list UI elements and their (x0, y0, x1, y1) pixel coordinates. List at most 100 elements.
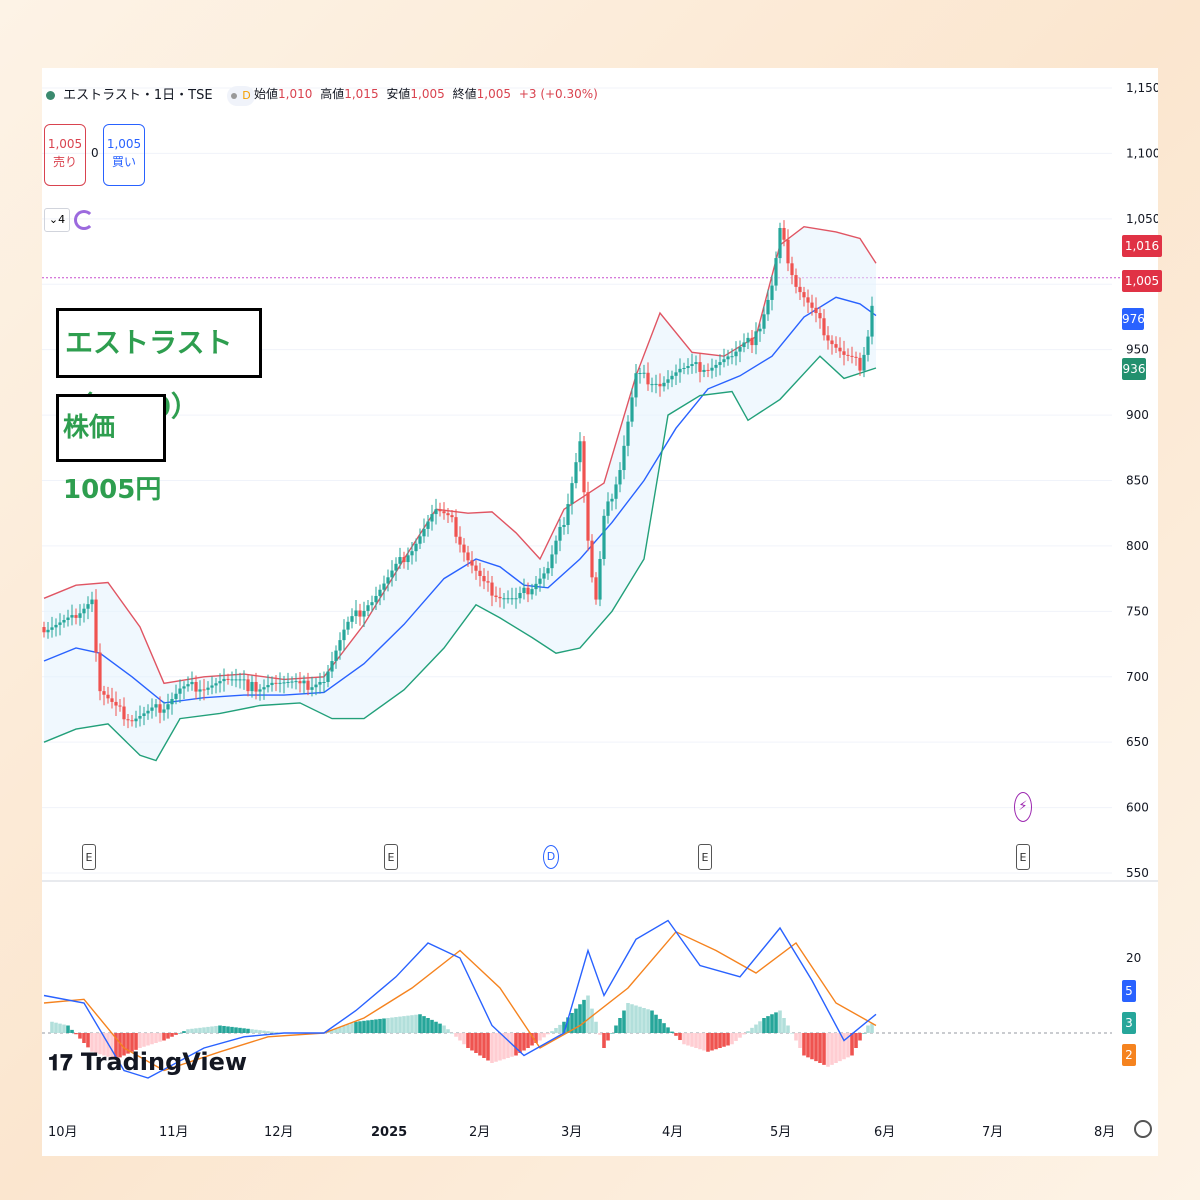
histogram-bar (746, 1031, 750, 1033)
histogram-bar (862, 1033, 866, 1034)
candle-body (330, 661, 334, 672)
stock-price-box: 株価1005円 (56, 394, 166, 505)
candle-body (278, 682, 282, 684)
sell-button[interactable]: 1,005 売り (44, 124, 86, 186)
candle-body (726, 356, 730, 360)
symbol-title[interactable]: エストラスト・1日・TSE (63, 88, 213, 103)
lightning-icon[interactable]: ⚡ (1014, 792, 1032, 822)
candle-body (834, 344, 838, 348)
x-tick-label: 8月 (1094, 1125, 1115, 1140)
candle-body (502, 598, 506, 600)
candle-body (386, 577, 390, 584)
candle-body (686, 366, 690, 368)
candle-body (98, 652, 102, 692)
earnings-badge[interactable]: E (1016, 844, 1030, 870)
histogram-bar (762, 1018, 766, 1033)
histogram-bar (866, 1025, 870, 1033)
candle-body (750, 337, 754, 346)
histogram-bar (854, 1033, 858, 1048)
histogram-bar (694, 1033, 698, 1048)
histogram-bar (234, 1027, 238, 1033)
histogram-bar (834, 1033, 838, 1063)
indicators-count: 4 (58, 213, 66, 226)
candle-body (454, 517, 458, 537)
histogram-bar (610, 1033, 614, 1034)
interval-badge[interactable]: D (226, 85, 255, 106)
histogram-bar (94, 1033, 98, 1053)
x-axis: 10月 11月 12月 2025 2月 3月 4月 5月 6月 7月 8月 (48, 1125, 1115, 1140)
candle-body (422, 528, 426, 537)
histogram-bar (114, 1033, 118, 1060)
histogram-bar (710, 1033, 714, 1051)
candle-body (518, 593, 522, 599)
candle-body (670, 375, 674, 380)
x-tick-label: 7月 (982, 1125, 1003, 1140)
candle-body (230, 679, 234, 681)
histogram-bar (362, 1020, 366, 1033)
chevron-down-icon: ⌄ (48, 213, 59, 226)
y-tick-label: 1,100 (1126, 146, 1158, 160)
candle-body (102, 691, 106, 695)
histogram-bar (154, 1033, 158, 1043)
high-label: 高値 (320, 87, 345, 101)
candle-body (550, 554, 554, 569)
candle-body (414, 543, 418, 552)
candle-body (734, 351, 738, 357)
candle-body (682, 367, 686, 369)
candle-body (462, 544, 466, 553)
dividend-badge[interactable]: D (543, 845, 559, 869)
histogram-bar (146, 1033, 150, 1046)
settings-icon[interactable] (1134, 1120, 1152, 1138)
candle-body (234, 679, 238, 681)
histogram-bar (434, 1021, 438, 1033)
candle-body (474, 565, 478, 571)
candle-body (858, 357, 862, 371)
candle-body (494, 595, 498, 597)
candle-body (578, 441, 582, 463)
candle-body (814, 307, 818, 314)
histogram-bar (806, 1033, 810, 1058)
buy-button[interactable]: 1,005 買い (103, 124, 145, 186)
candle-body (830, 340, 834, 345)
histogram-bar (206, 1026, 210, 1033)
candle-body (42, 627, 46, 633)
candle-body (602, 515, 606, 559)
histogram-bar (770, 1014, 774, 1033)
earnings-badge[interactable]: E (82, 844, 96, 870)
histogram-bar (838, 1033, 842, 1062)
candle-body (358, 610, 362, 617)
histogram-bar (830, 1033, 834, 1065)
y-tick-label: 550 (1126, 866, 1149, 880)
candle-body (178, 688, 182, 694)
histogram-bar (66, 1025, 70, 1033)
candle-body (838, 347, 842, 352)
earnings-badge[interactable]: E (698, 844, 712, 870)
candle-body (298, 681, 302, 684)
refresh-icon[interactable] (74, 210, 94, 230)
histogram-bar (598, 1033, 602, 1035)
histogram-bar (774, 1012, 778, 1033)
candle-body (650, 384, 654, 386)
candle-body (762, 314, 766, 329)
histogram-bar (526, 1033, 530, 1048)
histogram-bar (842, 1033, 846, 1060)
histogram-bar (366, 1020, 370, 1033)
low-label: 安値 (386, 87, 411, 101)
candle-body (374, 595, 378, 603)
histogram-bar (754, 1024, 758, 1033)
indicators-toggle[interactable]: ⌄4 (44, 208, 70, 232)
histogram-bar (430, 1019, 434, 1033)
candle-body (438, 509, 442, 512)
histogram-bar (330, 1030, 334, 1033)
x-tick-label: 6月 (874, 1125, 895, 1140)
last-price-tag: 1,005 (1122, 270, 1162, 292)
histogram-bar (262, 1030, 266, 1033)
earnings-badge[interactable]: E (384, 844, 398, 870)
histogram-bar (358, 1021, 362, 1033)
histogram-bar (686, 1033, 690, 1046)
price-chart[interactable]: 20 1,1501,1001,0509509008508007507006506… (42, 68, 1158, 1156)
candle-body (226, 678, 230, 680)
histogram-bar (474, 1033, 478, 1053)
histogram-bar (602, 1033, 606, 1048)
histogram-bar (102, 1033, 106, 1056)
